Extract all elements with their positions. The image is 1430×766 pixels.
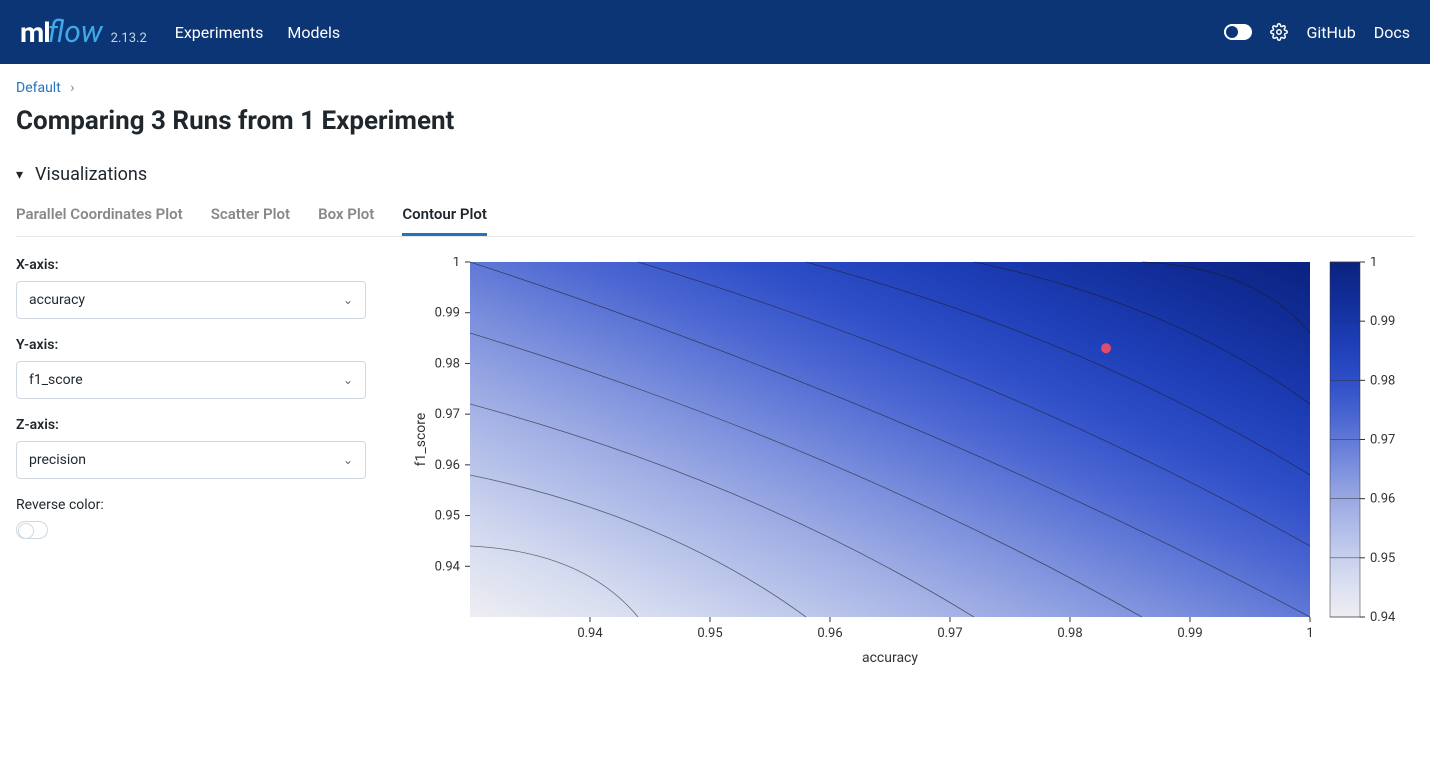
z-axis-label: Z-axis: (16, 417, 366, 433)
svg-text:0.98: 0.98 (1370, 373, 1395, 388)
y-axis-select[interactable]: f1_score ⌄ (16, 361, 366, 399)
svg-text:1: 1 (453, 257, 460, 270)
reverse-color-label: Reverse color: (16, 497, 366, 513)
tab-contour-plot[interactable]: Contour Plot (402, 205, 487, 236)
header-right: GitHub Docs (1224, 23, 1410, 42)
chevron-down-icon: ▾ (16, 167, 23, 183)
reverse-color-toggle[interactable] (16, 521, 48, 539)
logo-flow: flow (48, 15, 103, 50)
svg-text:0.95: 0.95 (435, 509, 460, 524)
breadcrumb: Default › (16, 80, 1414, 96)
gear-icon[interactable] (1270, 23, 1288, 41)
content: Default › Comparing 3 Runs from 1 Experi… (0, 64, 1430, 693)
chevron-down-icon: ⌄ (343, 373, 353, 387)
y-axis-label: Y-axis: (16, 337, 366, 353)
svg-text:0.98: 0.98 (1057, 626, 1082, 641)
section-title: Visualizations (35, 164, 147, 185)
svg-text:0.96: 0.96 (817, 626, 842, 641)
nav-models[interactable]: Models (287, 23, 340, 42)
docs-link[interactable]: Docs (1374, 23, 1410, 42)
svg-text:0.95: 0.95 (1370, 551, 1395, 566)
nav-experiments[interactable]: Experiments (175, 23, 264, 42)
viz-tabs: Parallel Coordinates Plot Scatter Plot B… (16, 205, 1414, 237)
visualizations-section-header[interactable]: ▾ Visualizations (16, 164, 1414, 185)
y-axis-value: f1_score (29, 372, 83, 388)
svg-text:1: 1 (1306, 626, 1313, 641)
svg-text:0.97: 0.97 (435, 407, 460, 422)
logo-ml: ml (20, 16, 50, 49)
contour-chart[interactable]: 0.94 0.95 0.96 0.97 0.98 0.99 1 0.94 0.95 0.96 0.9… (406, 257, 1414, 677)
svg-text:0.97: 0.97 (1370, 433, 1395, 448)
x-axis-value: accuracy (29, 292, 85, 308)
svg-text:0.99: 0.99 (1177, 626, 1202, 641)
github-link[interactable]: GitHub (1306, 23, 1355, 42)
svg-text:f1_score: f1_score (413, 413, 429, 467)
svg-text:1: 1 (1370, 257, 1377, 270)
theme-toggle[interactable] (1224, 24, 1252, 40)
svg-text:0.98: 0.98 (435, 356, 460, 371)
z-axis-select[interactable]: precision ⌄ (16, 441, 366, 479)
x-axis-label: X-axis: (16, 257, 366, 273)
z-axis-value: precision (29, 452, 86, 468)
chevron-right-icon: › (70, 80, 74, 96)
svg-text:0.99: 0.99 (1370, 314, 1395, 329)
svg-text:0.97: 0.97 (937, 626, 962, 641)
viz-body: X-axis: accuracy ⌄ Y-axis: f1_score ⌄ Z-… (16, 257, 1414, 677)
page-title: Comparing 3 Runs from 1 Experiment (16, 106, 1414, 136)
app-header: ml flow 2.13.2 Experiments Models GitHub… (0, 0, 1430, 64)
svg-text:accuracy: accuracy (862, 650, 918, 666)
svg-text:0.96: 0.96 (1370, 492, 1395, 507)
tab-parallel-coordinates[interactable]: Parallel Coordinates Plot (16, 205, 183, 236)
tab-box-plot[interactable]: Box Plot (318, 205, 374, 236)
contour-svg: 0.94 0.95 0.96 0.97 0.98 0.99 1 0.94 0.95 0.96 0.9… (406, 257, 1414, 677)
controls-panel: X-axis: accuracy ⌄ Y-axis: f1_score ⌄ Z-… (16, 257, 366, 677)
svg-text:0.95: 0.95 (697, 626, 722, 641)
x-axis-select[interactable]: accuracy ⌄ (16, 281, 366, 319)
svg-text:0.99: 0.99 (435, 306, 460, 321)
chevron-down-icon: ⌄ (343, 293, 353, 307)
svg-text:0.94: 0.94 (1370, 610, 1396, 625)
tab-scatter-plot[interactable]: Scatter Plot (211, 205, 290, 236)
logo-version: 2.13.2 (111, 31, 147, 50)
nav-links: Experiments Models (175, 23, 340, 42)
svg-text:0.94: 0.94 (577, 626, 603, 641)
svg-text:0.94: 0.94 (435, 559, 461, 574)
breadcrumb-root[interactable]: Default (16, 80, 61, 96)
chevron-down-icon: ⌄ (343, 453, 353, 467)
logo[interactable]: ml flow 2.13.2 (20, 15, 147, 50)
svg-text:0.96: 0.96 (435, 458, 460, 473)
